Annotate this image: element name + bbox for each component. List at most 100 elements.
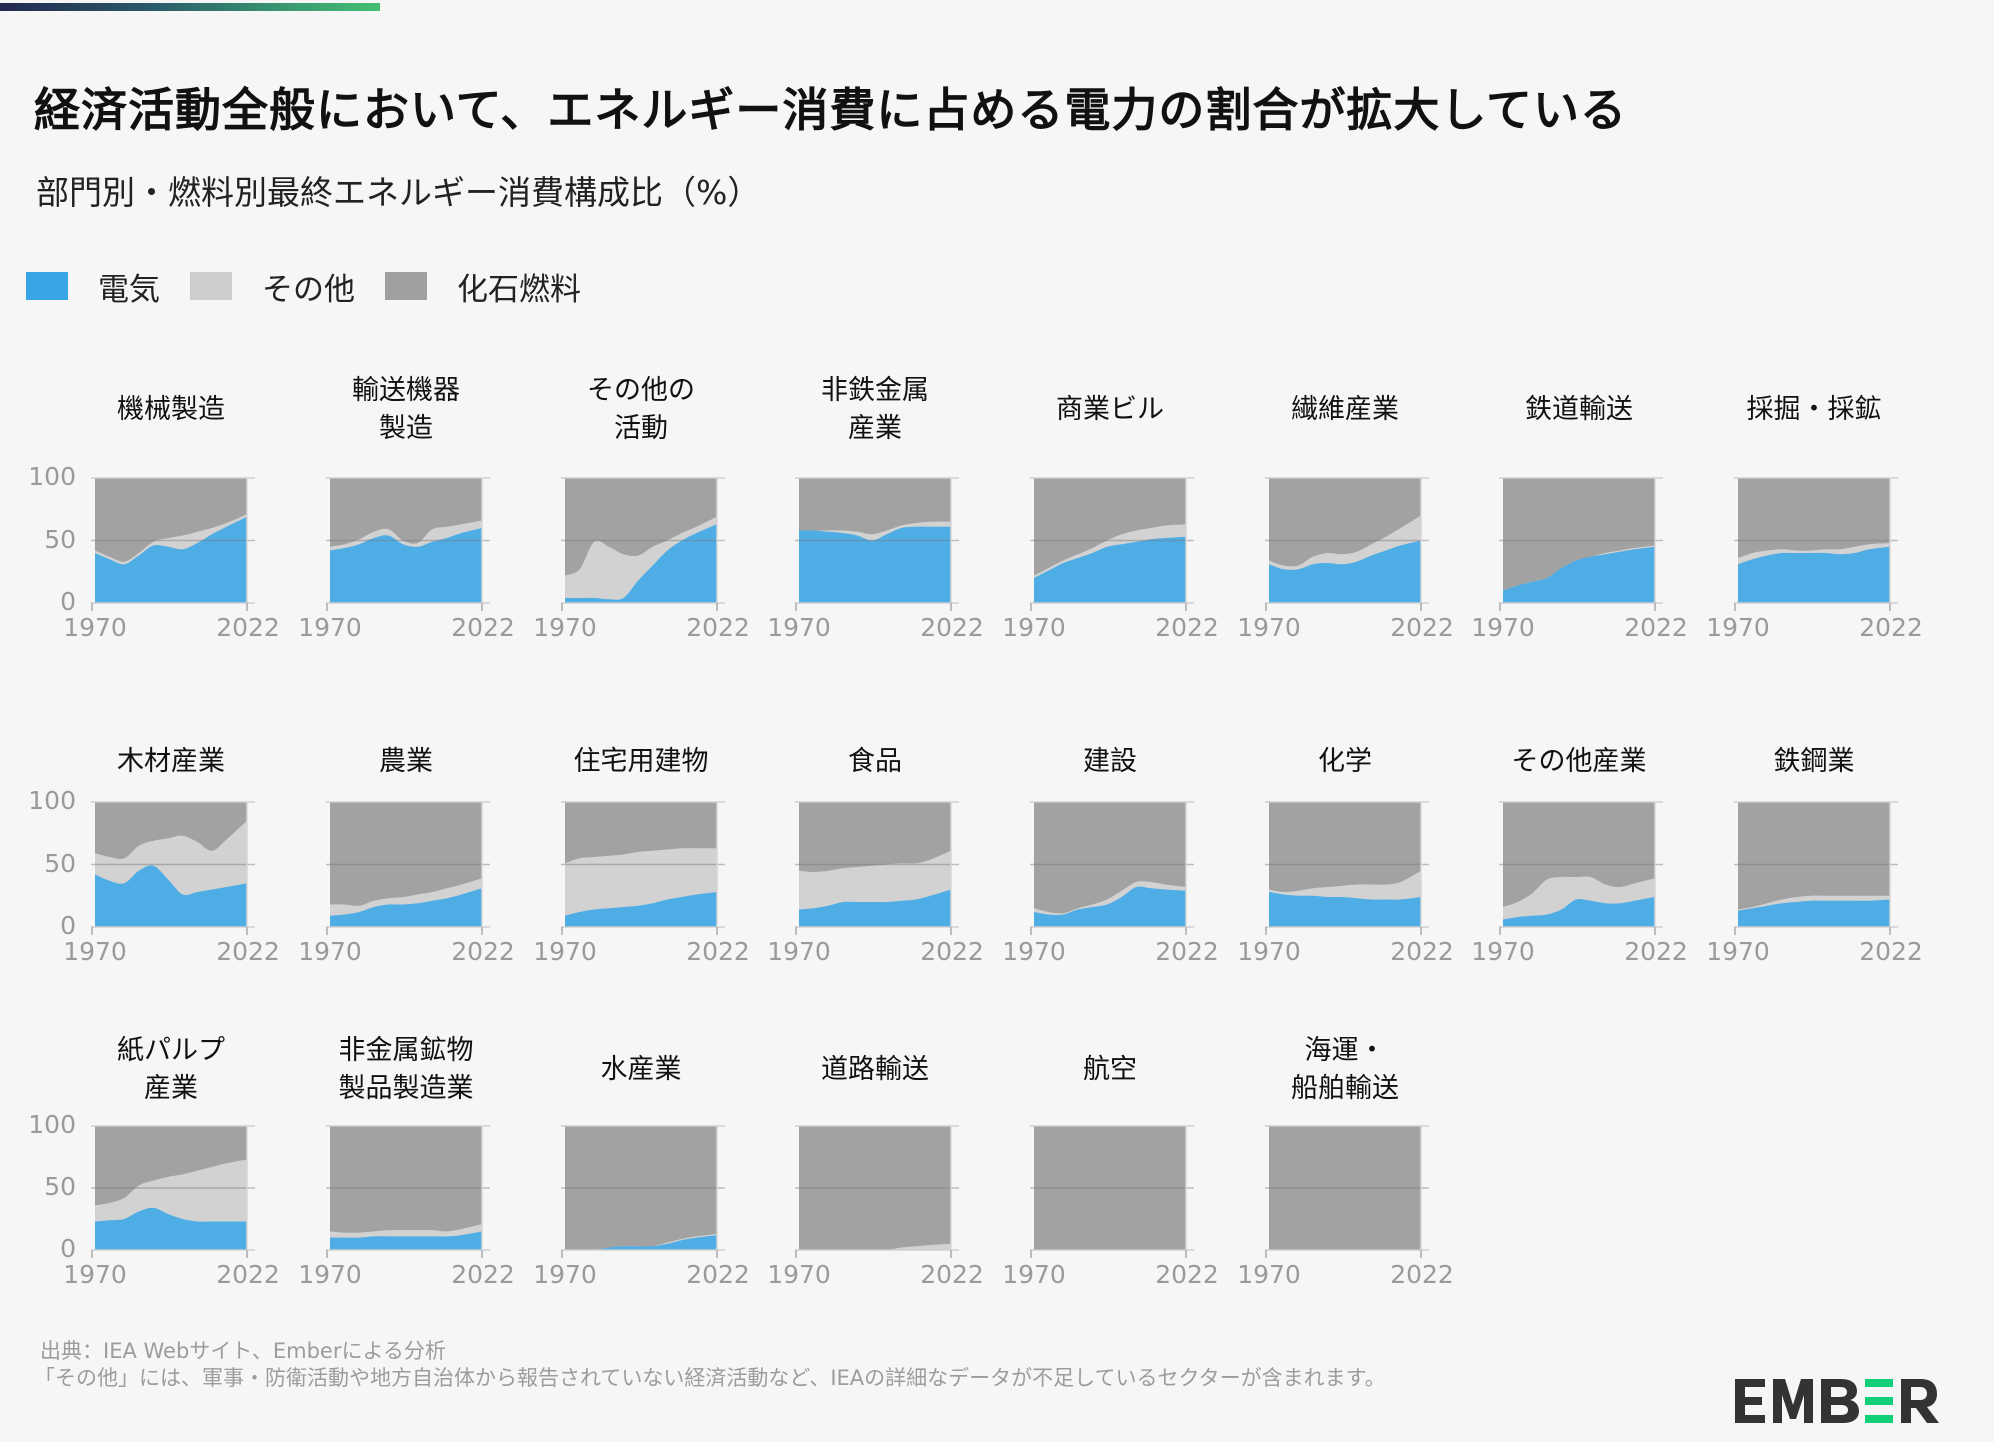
y-tick-label-50: 50 [44,1172,76,1201]
panel-0 [91,477,255,611]
x-tick-label-2022: 2022 [1390,613,1454,642]
electricity-area [330,1231,482,1250]
panel-title: 木材産業 [117,746,225,777]
fossil-area [1269,1126,1421,1250]
panel-20 [1030,1125,1194,1258]
panel-title: 非鉄金属 産業 [821,375,929,444]
x-tick-label-1970: 1970 [767,937,831,966]
panel-3 [795,477,959,611]
x-tick-label-2022: 2022 [920,1260,984,1289]
fossil-area [330,1126,482,1250]
y-tick-label-0: 0 [60,587,76,616]
x-tick-label-2022: 2022 [1624,613,1688,642]
panel-7 [1734,477,1898,611]
panel-title: 輸送機器 製造 [352,375,460,444]
fossil-area [1034,1126,1186,1250]
y-tick-label-100: 100 [28,786,76,815]
x-tick-label-2022: 2022 [216,613,280,642]
panel-9 [326,801,490,935]
x-tick-label-1970: 1970 [1237,613,1301,642]
x-tick-label-1970: 1970 [533,1260,597,1289]
electricity-area [330,888,482,927]
y-tick-label-50: 50 [44,848,76,878]
panel-11 [795,801,959,935]
legend-swatch-other [190,272,232,300]
x-tick-label-2022: 2022 [451,1260,515,1289]
panel-13 [1265,801,1429,935]
panel-title: その他の 活動 [587,375,695,444]
legend: 電気 その他 化石燃料 [26,268,611,308]
x-tick-label-1970: 1970 [767,1260,831,1289]
electricity-area [95,1207,247,1250]
panel-1 [326,477,490,611]
panel-title: 非金属鉱物 製品製造業 [338,1035,474,1104]
legend-item-electricity: 電気 [26,264,160,309]
other-area [799,1243,951,1251]
x-tick-label-1970: 1970 [533,937,597,966]
y-tick-label-100: 100 [28,1110,76,1139]
panel-title: 住宅用建物 [573,746,709,777]
panel-title: 建設 [1083,746,1137,777]
page-subtitle: 部門別・燃料別最終エネルギー消費構成比（%） [36,173,761,212]
page-title: 経済活動全般において、エネルギー消費に占める電力の割合が拡大している [34,83,1627,137]
legend-label-electricity: 電気 [98,271,160,308]
electricity-area [565,524,717,603]
x-tick-label-1970: 1970 [63,613,127,642]
electricity-area [1034,886,1186,927]
x-tick-label-2022: 2022 [1859,937,1923,966]
x-tick-label-1970: 1970 [1237,937,1301,966]
panel-title: 化学 [1318,746,1372,777]
y-tick-label-0: 0 [60,1234,76,1263]
x-tick-label-2022: 2022 [920,937,984,966]
panel-title: 紙パルプ 産業 [117,1035,225,1104]
panel-title: 繊維産業 [1291,394,1399,425]
panel-title: 機械製造 [117,394,225,425]
electricity-area [1503,546,1655,603]
x-tick-label-1970: 1970 [63,1260,127,1289]
panel-title: 商業ビル [1056,394,1164,425]
x-tick-label-2022: 2022 [686,1260,750,1289]
legend-label-other: その他 [262,271,355,308]
x-tick-label-2022: 2022 [216,1260,280,1289]
panel-title: 採掘・採鉱 [1746,394,1882,425]
x-tick-label-2022: 2022 [1390,937,1454,966]
y-tick-label-0: 0 [60,911,76,940]
electricity-area [1269,892,1421,927]
x-tick-label-1970: 1970 [1471,937,1535,966]
legend-label-fossil: 化石燃料 [457,271,581,308]
electricity-area [1738,899,1890,927]
x-tick-label-2022: 2022 [1155,1260,1219,1289]
electricity-area [799,526,951,603]
x-tick-label-2022: 2022 [1624,937,1688,966]
legend-item-other: その他 [190,264,355,309]
fossil-area [565,1126,717,1250]
ember-logo-mark [1735,1379,1939,1423]
panel-title: 鉄鋼業 [1773,746,1855,777]
panel-18 [561,1125,725,1258]
panel-21 [1265,1125,1429,1258]
panel-16 [91,1125,255,1258]
x-tick-label-2022: 2022 [686,937,750,966]
x-tick-label-1970: 1970 [298,1260,362,1289]
panel-10 [561,801,725,935]
electricity-area [1269,540,1421,603]
x-tick-label-1970: 1970 [298,937,362,966]
electricity-area [95,516,247,603]
panel-19 [795,1125,959,1258]
legend-swatch-fossil [385,272,427,300]
panel-2 [561,477,725,611]
electricity-area [799,889,951,927]
panel-4 [1030,477,1194,611]
panel-title: 航空 [1083,1054,1137,1085]
y-tick-label-100: 100 [28,462,76,491]
panel-12 [1030,801,1194,935]
x-tick-label-1970: 1970 [1002,937,1066,966]
panel-17 [326,1125,490,1258]
panel-title: その他産業 [1511,746,1647,777]
panel-8 [91,801,255,935]
x-tick-label-2022: 2022 [920,613,984,642]
x-tick-label-2022: 2022 [216,937,280,966]
electricity-area [95,865,247,927]
legend-item-fossil: 化石燃料 [385,264,581,309]
